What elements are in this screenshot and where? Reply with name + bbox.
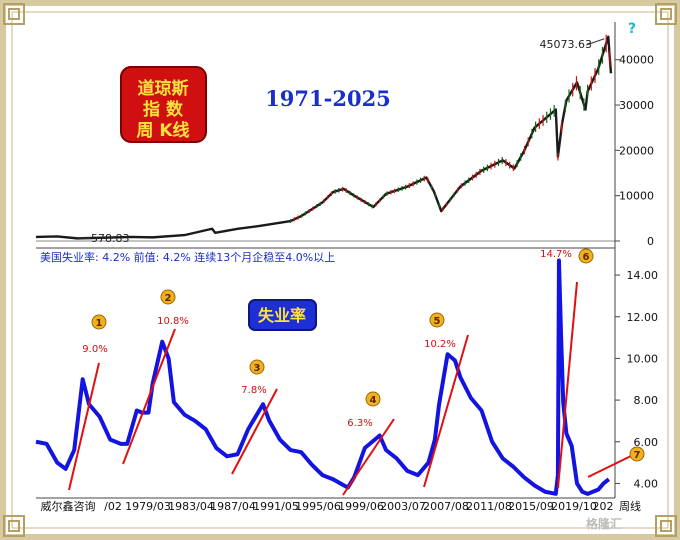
x-tick-label: 202 xyxy=(593,500,614,513)
marker-number: 3 xyxy=(254,363,261,374)
x-tick-label: 1991/05 xyxy=(253,500,299,513)
x-tick-label: 1999/06 xyxy=(338,500,384,513)
dow-y-tick-label: 10000 xyxy=(619,190,654,203)
marker-circle xyxy=(249,359,265,375)
unemployment-panel: 美国失业率: 4.2% 前值: 4.2% 连续13个月企稳至4.0%以上 4.00… xyxy=(35,247,659,531)
x-tick-label: 2011/08 xyxy=(466,500,512,513)
x-tick-label: 2019/10 xyxy=(551,500,597,513)
peak-label: 9.0% xyxy=(82,344,107,355)
x-tick-label: 1983/04 xyxy=(168,500,214,513)
marker-circle xyxy=(160,289,176,305)
x-tick-label: 2015/09 xyxy=(508,500,554,513)
marker-circle xyxy=(578,248,594,264)
marker-number: 1 xyxy=(96,318,103,329)
marker-number: 2 xyxy=(165,293,172,304)
trend-line xyxy=(423,334,469,488)
marker-circle xyxy=(429,312,445,328)
unemployment-line xyxy=(35,258,611,496)
unemp-y-tick-label: 8.00 xyxy=(634,394,659,407)
trend-line xyxy=(342,418,395,496)
unemp-title-box xyxy=(248,299,317,331)
high-value-label: 45073.63 xyxy=(540,38,593,51)
peak-label: 10.2% xyxy=(424,339,456,350)
corner-ornament-tr xyxy=(655,3,677,25)
unemp-y-tick-label: 14.00 xyxy=(627,269,659,282)
marker-circle xyxy=(629,446,645,462)
peak-label: 7.8% xyxy=(241,385,266,396)
peak-label: 6.3% xyxy=(347,418,372,429)
x-tick-label: 1995/06 xyxy=(295,500,341,513)
dow-y-tick-label: 40000 xyxy=(619,54,654,67)
inner-border xyxy=(11,11,669,529)
dow-y-tick-label: 20000 xyxy=(619,144,654,157)
trend-line xyxy=(557,281,578,489)
unemp-y-tick-label: 12.00 xyxy=(627,311,659,324)
peak-label: 14.7% xyxy=(540,249,572,260)
x-tick-label: /02 xyxy=(104,500,122,513)
dow-title-box xyxy=(120,66,207,143)
corner-ornament-bl xyxy=(3,515,25,537)
watermark: 格隆汇 xyxy=(586,516,622,531)
x-tick-label: 威尔鑫咨询 xyxy=(41,499,96,513)
low-value-label: 578.83 xyxy=(91,232,130,245)
trend-line xyxy=(587,455,632,478)
x-tick-label: 1987/04 xyxy=(210,500,256,513)
x-tick-label: 1979/03 xyxy=(125,500,171,513)
x-tick-label: 2003/07 xyxy=(380,500,426,513)
x-tick-label: 周线 xyxy=(619,499,641,513)
trend-line xyxy=(231,388,278,475)
corner-ornament-br xyxy=(655,515,677,537)
marker-number: 7 xyxy=(634,450,641,461)
marker-number: 6 xyxy=(583,252,590,263)
dow-title-line: 道琼斯 xyxy=(138,78,189,99)
unemp-y-tick-label: 4.00 xyxy=(634,477,659,490)
dow-y-tick-label: 0 xyxy=(647,235,654,248)
info-line: 美国失业率: 4.2% 前值: 4.2% 连续13个月企稳至4.0%以上 xyxy=(40,250,335,264)
marker-circle xyxy=(91,314,107,330)
peak-label: 10.8% xyxy=(157,316,189,327)
unemp-title: 失业率 xyxy=(258,306,306,325)
corner-ornament-tl xyxy=(3,3,25,25)
marker-number: 4 xyxy=(370,395,377,406)
x-tick-label: 2007/08 xyxy=(423,500,469,513)
high-pointer xyxy=(586,38,605,46)
trend-line xyxy=(122,328,176,465)
dow-y-tick-label: 30000 xyxy=(619,99,654,112)
marker-circle xyxy=(365,391,381,407)
help-icon: ? xyxy=(628,21,636,37)
unemp-y-tick-label: 10.00 xyxy=(627,352,659,365)
unemp-y-tick-label: 6.00 xyxy=(634,436,659,449)
dow-title-line: 指 数 xyxy=(143,99,184,120)
dow-title-line: 周 K线 xyxy=(136,120,189,141)
dow-panel: 0 10000 20000 30000 40000 45073.63 578.83 道琼斯指 … xyxy=(35,21,654,248)
period-label: 1971-2025 xyxy=(265,86,391,111)
marker-number: 5 xyxy=(434,316,441,327)
trend-line xyxy=(68,362,100,491)
